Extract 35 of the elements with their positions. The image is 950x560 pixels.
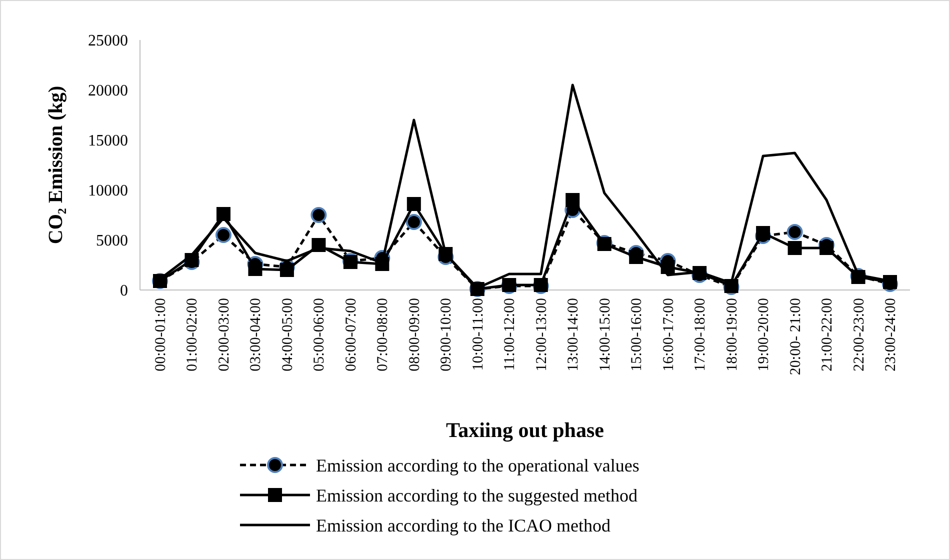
x-tick-label: 04:00-05:00	[280, 298, 296, 372]
y-tick-label: 25000	[88, 32, 128, 50]
x-tick-label: 23:00-24:00	[883, 298, 899, 372]
x-tick-label: 05:00-06:00	[312, 298, 328, 372]
x-tick-label: 09:00-10:00	[438, 298, 455, 372]
y-tick-label: 20000	[88, 82, 128, 100]
x-tick-label: 16:00-17:00	[660, 298, 677, 372]
x-tick-label: 06:00-07:00	[343, 298, 360, 372]
legend-label: Emission according to the operational values	[316, 455, 640, 476]
legend-label: Emission according to the suggested method	[316, 485, 638, 506]
x-tick-label: 13:00-14:00	[566, 298, 582, 372]
y-tick-label: 15000	[88, 132, 128, 150]
x-tick-label: 00:00-01:00	[153, 298, 169, 372]
x-tick-label: 08:00-09:00	[406, 298, 423, 372]
x-tick-label: 07:00-08:00	[375, 298, 392, 372]
x-tick-label: 02:00-03:00	[216, 298, 232, 372]
x-tick-label: 22:00-23:00	[851, 298, 868, 372]
y-axis-title: CO₂ Emission (kg)	[45, 86, 67, 244]
x-tick-label: 20:00- 21:00	[788, 298, 804, 376]
x-tick-label: 19:00-20:00	[756, 298, 772, 372]
x-tick-label: 10:00-11:00	[470, 298, 486, 371]
x-tick-label: 18:00-19:00	[724, 298, 740, 372]
y-tick-label: 5000	[96, 232, 128, 250]
x-axis-title: Taxiing out phase	[446, 418, 604, 442]
x-tick-label: 11:00-12:00	[502, 298, 518, 371]
x-tick-label: 15:00-16:00	[629, 298, 646, 372]
x-tick-label: 14:00-15:00	[597, 298, 614, 372]
x-tick-label: 21:00-22:00	[820, 298, 836, 372]
x-tick-label: 12:00-13:00	[534, 298, 550, 372]
x-tick-label: 03:00-04:00	[248, 298, 264, 372]
y-tick-label: 0	[120, 282, 128, 300]
legend-label: Emission according to the ICAO method	[316, 515, 610, 536]
x-tick-label: 01:00-02:00	[184, 298, 201, 372]
y-tick-label: 10000	[88, 182, 128, 200]
x-tick-label: 17:00-18:00	[692, 298, 709, 372]
